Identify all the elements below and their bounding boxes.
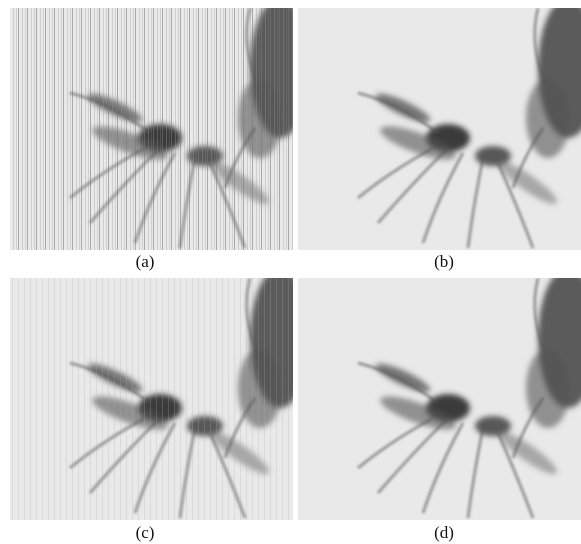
caption: (b) (434, 252, 454, 271)
caption: (c) (136, 523, 155, 542)
panel-c (10, 268, 310, 520)
panel-b (298, 0, 581, 250)
caption: (d) (434, 523, 454, 542)
panel-d (298, 268, 581, 520)
caption: (a) (136, 252, 155, 271)
figure: (a) (b) (c) (d) (0, 0, 581, 544)
panel-a (10, 0, 310, 250)
